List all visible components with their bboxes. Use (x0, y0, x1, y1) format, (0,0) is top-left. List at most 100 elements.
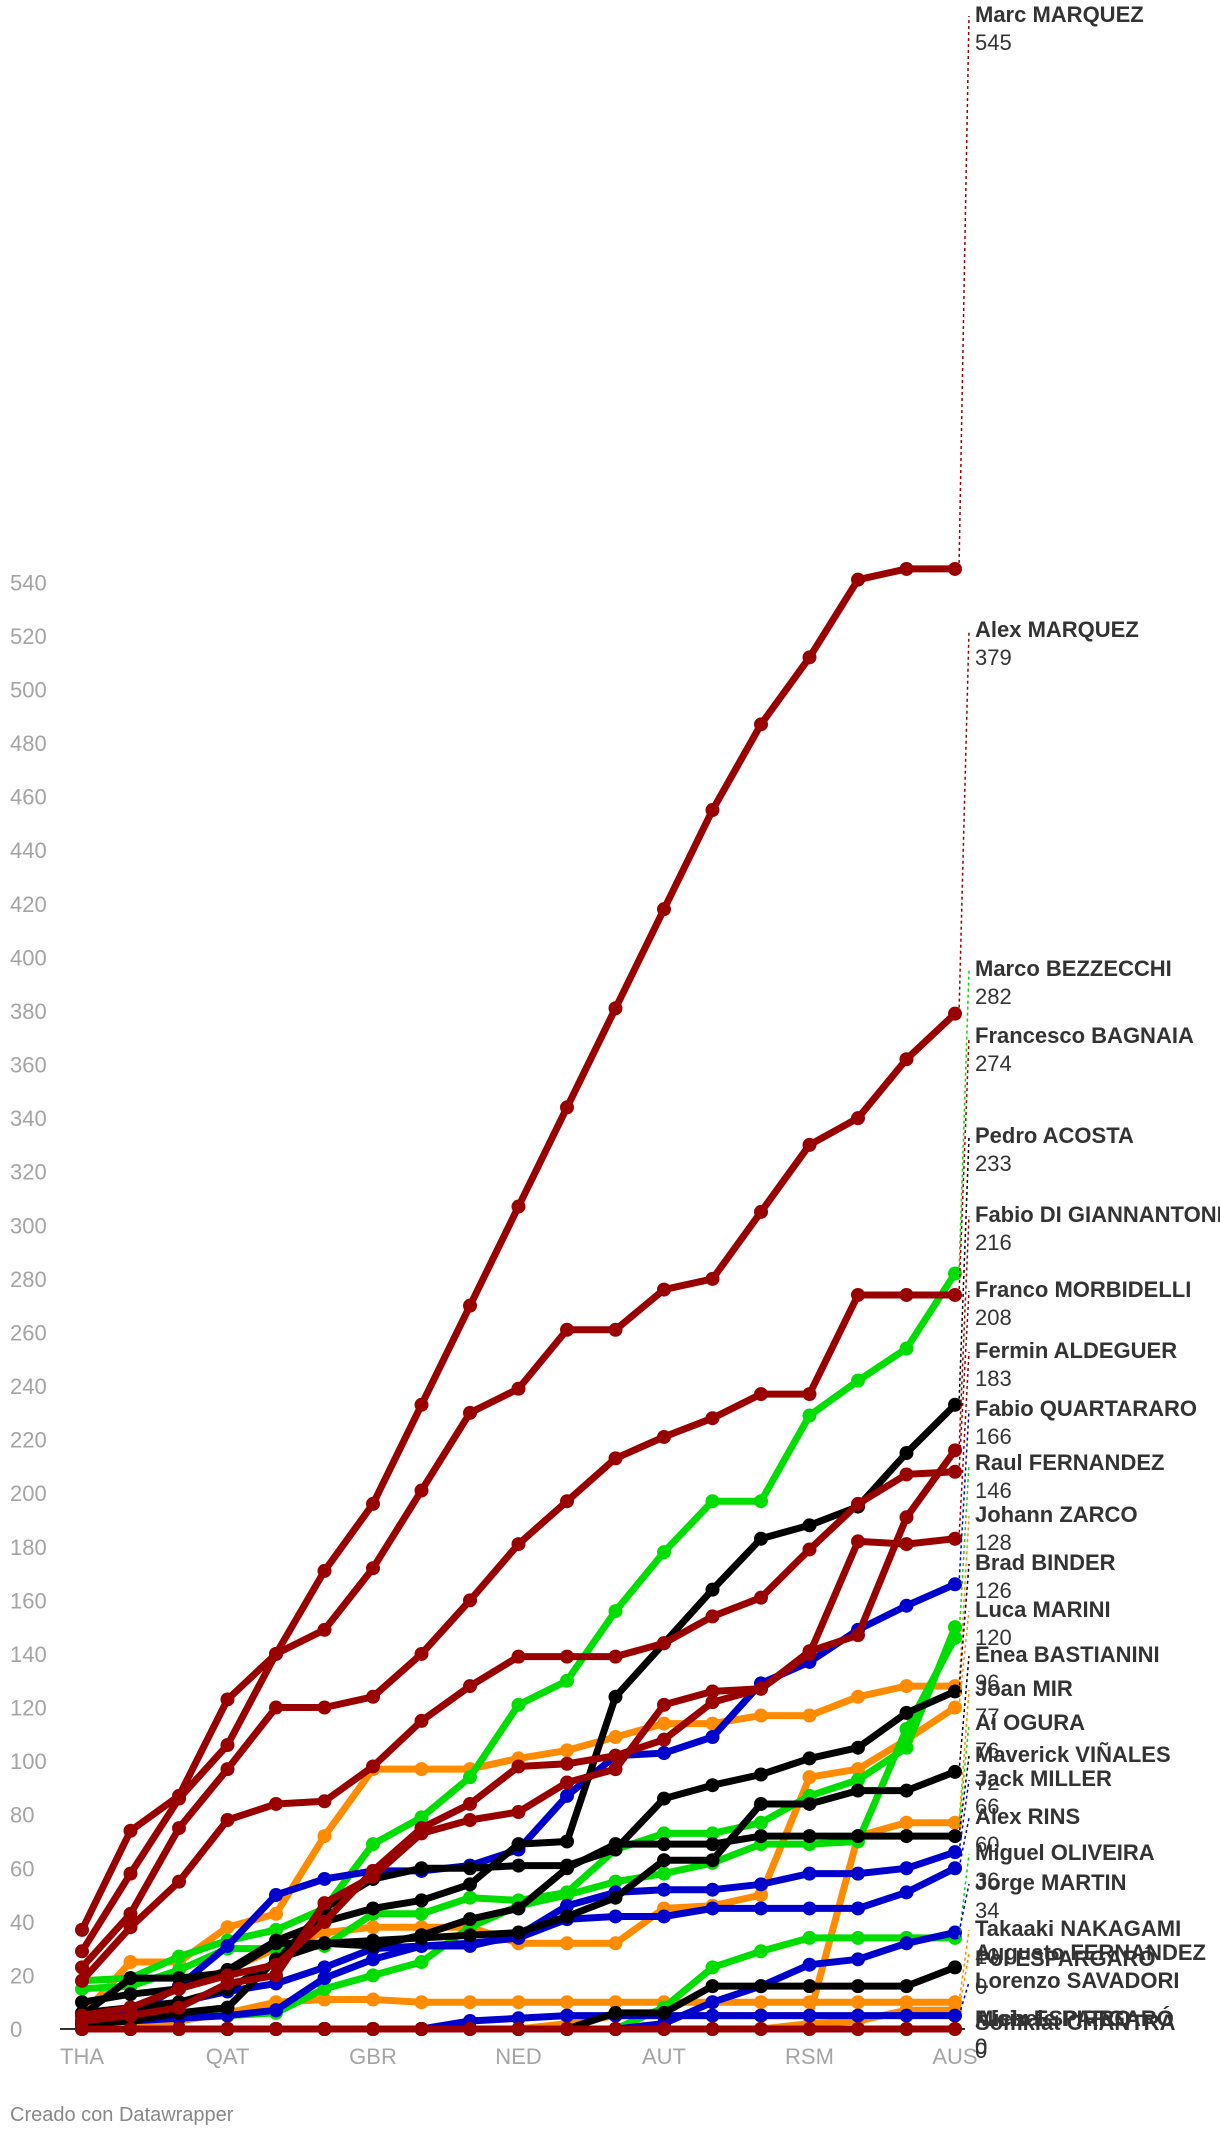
data-point (754, 1204, 768, 1219)
data-point (754, 1590, 768, 1605)
label-connector (958, 969, 970, 1274)
data-point (269, 2022, 283, 2036)
data-point (851, 1952, 865, 1967)
series-marc-marquez (75, 561, 962, 1937)
y-tick-label: 400 (10, 945, 47, 970)
data-point (511, 1858, 526, 1873)
data-point (802, 1387, 817, 1402)
data-point (899, 1783, 914, 1798)
x-tick-label: AUS (932, 2044, 977, 2069)
data-point (608, 2005, 623, 2020)
y-axis: 0 20 40 60 80 100 120 140 160 180 200 220 240 260 280 3… (10, 570, 965, 2042)
data-point (948, 1700, 962, 1715)
series-value-label: 66 (975, 1794, 999, 1819)
data-point (899, 1287, 914, 1302)
data-point (948, 1531, 962, 1546)
line-labels: Marc MARQUEZ 545 Alex MARQUEZ 379 Marco BEZZ… (958, 2, 1220, 2063)
data-point (608, 2022, 623, 2036)
label-connector (958, 1136, 970, 1405)
data-point (899, 1829, 914, 1844)
data-point (754, 1815, 768, 1830)
data-point (608, 1837, 623, 1852)
data-point (657, 1282, 671, 1297)
data-point (851, 1829, 865, 1844)
data-point (948, 561, 962, 576)
data-point (899, 1467, 914, 1482)
y-tick-label: 40 (10, 1910, 34, 1935)
data-point (705, 1960, 720, 1975)
data-point (511, 1805, 526, 1820)
data-point (802, 1408, 817, 1423)
data-point (123, 1823, 138, 1838)
series-name-label: Ai OGURA (975, 1710, 1085, 1735)
line-end-label: Enea BASTIANINI 96 (958, 1642, 1160, 1772)
line-end-label: Fabio DI GIANNANTONIO 216 (958, 1202, 1220, 1451)
data-point (802, 1930, 817, 1945)
data-point (948, 1443, 962, 1458)
line-end-label: Luca MARINI 120 (958, 1597, 1111, 1708)
data-point (560, 2008, 574, 2023)
line-end-label: Alex MARQUEZ 379 (958, 617, 1139, 1014)
data-point (366, 1901, 380, 1916)
data-point (75, 1973, 89, 1988)
data-point (899, 1510, 914, 1525)
data-point (754, 1888, 768, 1903)
label-connector (958, 1290, 970, 1472)
data-point (754, 1877, 768, 1892)
data-point (269, 1936, 283, 1951)
data-point (899, 1052, 914, 1067)
data-point (511, 1381, 526, 1396)
y-tick-label: 520 (10, 624, 47, 649)
data-point (705, 1729, 720, 1744)
series-value-label: 96 (975, 1670, 999, 1695)
data-point (851, 1689, 865, 1704)
x-tick-label: THA (60, 2044, 104, 2069)
y-tick-label: 440 (10, 838, 47, 863)
series-name-label: Marco BEZZECCHI (975, 956, 1172, 981)
data-point (172, 2000, 186, 2015)
data-point (802, 1770, 817, 1785)
data-point (802, 650, 817, 665)
series-value-label: 274 (975, 1051, 1012, 1076)
data-point (269, 2003, 283, 2018)
data-point (948, 1577, 962, 1592)
data-point (754, 2008, 768, 2023)
data-point (754, 1944, 768, 1959)
data-point (220, 1738, 235, 1753)
data-point (657, 1909, 671, 1924)
data-point (851, 1628, 865, 1643)
data-point (269, 1888, 283, 1903)
data-point (657, 902, 671, 917)
data-point (948, 1764, 962, 1779)
series-value-label: 0 (975, 1974, 987, 1999)
data-point (511, 2011, 526, 2026)
data-point (705, 1716, 720, 1731)
series-value-label: 0 (975, 2034, 987, 2059)
data-point (317, 1914, 332, 1929)
data-point (511, 1759, 526, 1774)
data-point (414, 1995, 429, 2010)
data-point (608, 1604, 623, 1619)
data-point (220, 1920, 235, 1935)
data-point (220, 2000, 235, 2015)
series-name-label: Raul FERNANDEZ (975, 1450, 1164, 1475)
y-tick-label: 240 (10, 1374, 47, 1399)
data-point (463, 1861, 477, 1876)
y-tick-label: 0 (10, 2017, 22, 2042)
series-line (78, 565, 959, 1934)
data-point (317, 1563, 332, 1578)
data-point (899, 2022, 914, 2036)
data-point (851, 1740, 865, 1755)
data-point (123, 2022, 138, 2036)
series-value-label: 10 (975, 1944, 999, 1969)
data-point (220, 2022, 235, 2036)
data-point (317, 1622, 332, 1637)
data-point (899, 1679, 914, 1694)
label-connector (958, 1883, 970, 1933)
data-point (608, 1649, 623, 1664)
data-point (899, 1598, 914, 1613)
data-point (608, 1001, 623, 1016)
data-point (851, 1979, 865, 1994)
y-tick-label: 200 (10, 1481, 47, 1506)
